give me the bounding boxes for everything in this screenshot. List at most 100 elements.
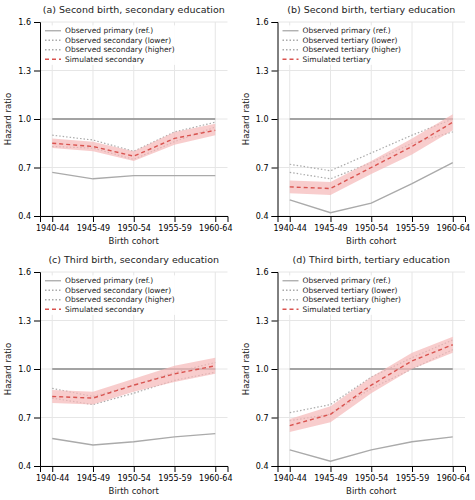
- y-tick-label: 1.6: [256, 268, 269, 277]
- x-axis-title: Birth cohort: [346, 236, 397, 246]
- plot-area: [52, 358, 215, 445]
- legend-symbol: [45, 290, 61, 291]
- legend-symbol: [45, 309, 61, 310]
- y-tick: 0.7: [256, 414, 278, 423]
- y-tick-label: 1.0: [18, 115, 31, 124]
- series-line: [52, 434, 215, 445]
- y-tick: 1.3: [18, 67, 40, 76]
- confidence-band: [52, 124, 215, 161]
- x-tick-label: 1955-59: [158, 224, 191, 233]
- x-axis: 1940-441945-491950-541955-591960-64: [274, 466, 470, 483]
- x-tick-mark: [412, 466, 413, 472]
- y-axis: 0.40.71.01.31.6: [18, 268, 40, 471]
- legend-background: [281, 275, 404, 315]
- y-tick: 1.6: [256, 18, 278, 27]
- legend-label: Simulated secondary: [65, 305, 145, 314]
- x-tick: 1960-64: [437, 216, 470, 233]
- x-tick-label: 1945-49: [314, 224, 347, 233]
- x-tick: 1950-54: [355, 466, 388, 483]
- reference-line: [52, 118, 215, 119]
- y-axis-title: Hazard ratio: [241, 93, 251, 145]
- legend: Observed primary (ref.)Observed tertiary…: [281, 275, 404, 315]
- x-tick-mark: [134, 466, 135, 472]
- panel: 1940-441945-491950-541955-591960-640.40.…: [241, 4, 470, 246]
- y-tick-label: 0.7: [18, 414, 31, 423]
- legend: Observed primary (ref.)Observed secondar…: [43, 275, 177, 315]
- x-tick: 1950-54: [118, 466, 151, 483]
- y-tick-label: 0.7: [256, 164, 269, 173]
- title: (a) Second birth, secondary education: [43, 4, 225, 15]
- reference-line: [290, 368, 453, 369]
- y-tick: 1.3: [18, 317, 40, 326]
- legend-symbol: [283, 299, 299, 300]
- y-tick-mark: [34, 321, 40, 322]
- x-tick-mark: [290, 466, 291, 472]
- confidence-band: [52, 358, 215, 405]
- legend-symbol: [45, 30, 61, 31]
- confidence-band: [290, 337, 453, 432]
- y-tick: 1.6: [18, 18, 40, 27]
- y-tick: 1.0: [256, 365, 278, 374]
- y-tick-mark: [34, 369, 40, 370]
- x-tick-label: 1945-49: [77, 474, 110, 483]
- y-axis: 0.40.71.01.31.6: [256, 268, 278, 471]
- y-tick-label: 0.4: [18, 462, 31, 471]
- x-tick-label: 1955-59: [396, 474, 429, 483]
- grid: [40, 22, 228, 216]
- x-tick-label: 1955-59: [158, 474, 191, 483]
- y-tick: 1.0: [18, 115, 40, 124]
- x-axis-title: Birth cohort: [109, 236, 160, 246]
- legend-label: Observed secondary (higher): [65, 45, 175, 54]
- x-tick-mark: [330, 216, 331, 222]
- y-tick: 0.7: [18, 414, 40, 423]
- panel: 1940-441945-491950-541955-591960-640.40.…: [3, 4, 232, 246]
- y-axis-line: [34, 23, 41, 217]
- series-line: [52, 172, 215, 178]
- legend-symbol: [45, 40, 61, 41]
- legend-label: Observed tertiary (higher): [303, 295, 402, 304]
- y-tick-mark: [34, 272, 40, 273]
- grid-line-y: [278, 119, 466, 120]
- legend-symbol: [45, 59, 61, 60]
- legend: Observed primary (ref.)Observed tertiary…: [281, 25, 404, 65]
- y-axis-title: Hazard ratio: [3, 93, 13, 145]
- x-tick-label: 1955-59: [396, 224, 429, 233]
- legend-symbol: [283, 280, 299, 281]
- x-tick-label: 1940-44: [36, 224, 69, 233]
- plot-area: [52, 119, 215, 179]
- series-line: [290, 122, 453, 188]
- x-tick: 1945-49: [77, 216, 110, 233]
- y-tick-mark: [272, 369, 278, 370]
- x-tick: 1960-64: [199, 466, 232, 483]
- x-axis-title: Birth cohort: [346, 486, 397, 496]
- x-tick-label: 1950-54: [118, 474, 151, 483]
- y-tick-label: 0.7: [18, 164, 31, 173]
- x-tick-label: 1960-64: [437, 474, 470, 483]
- x-axis-line: [278, 467, 466, 473]
- x-tick-mark: [93, 466, 94, 472]
- y-tick-label: 1.3: [256, 317, 269, 326]
- panel: 1940-441945-491950-541955-591960-640.40.…: [241, 254, 470, 496]
- y-tick: 1.0: [256, 115, 278, 124]
- y-tick-label: 1.0: [256, 365, 269, 374]
- legend-label: Observed secondary (higher): [65, 295, 175, 304]
- y-tick-mark: [34, 119, 40, 120]
- x-axis: 1940-441945-491950-541955-591960-64: [36, 216, 232, 233]
- legend-label: Observed tertiary (higher): [303, 45, 402, 54]
- panel: 1940-441945-491950-541955-591960-640.40.…: [3, 254, 232, 496]
- y-tick-label: 1.3: [18, 317, 31, 326]
- y-tick: 0.4: [18, 212, 40, 221]
- y-tick-mark: [272, 168, 278, 169]
- legend-label: Observed secondary (lower): [65, 286, 171, 295]
- x-tick: 1950-54: [355, 216, 388, 233]
- x-tick-mark: [330, 466, 331, 472]
- y-tick: 1.6: [256, 268, 278, 277]
- y-tick-mark: [34, 71, 40, 72]
- y-tick-mark: [272, 216, 278, 217]
- y-tick: 0.7: [18, 164, 40, 173]
- x-tick: 1955-59: [158, 216, 191, 233]
- y-tick-mark: [34, 216, 40, 217]
- y-tick-label: 1.6: [256, 18, 269, 27]
- x-tick-label: 1940-44: [274, 224, 307, 233]
- series-line: [290, 345, 453, 426]
